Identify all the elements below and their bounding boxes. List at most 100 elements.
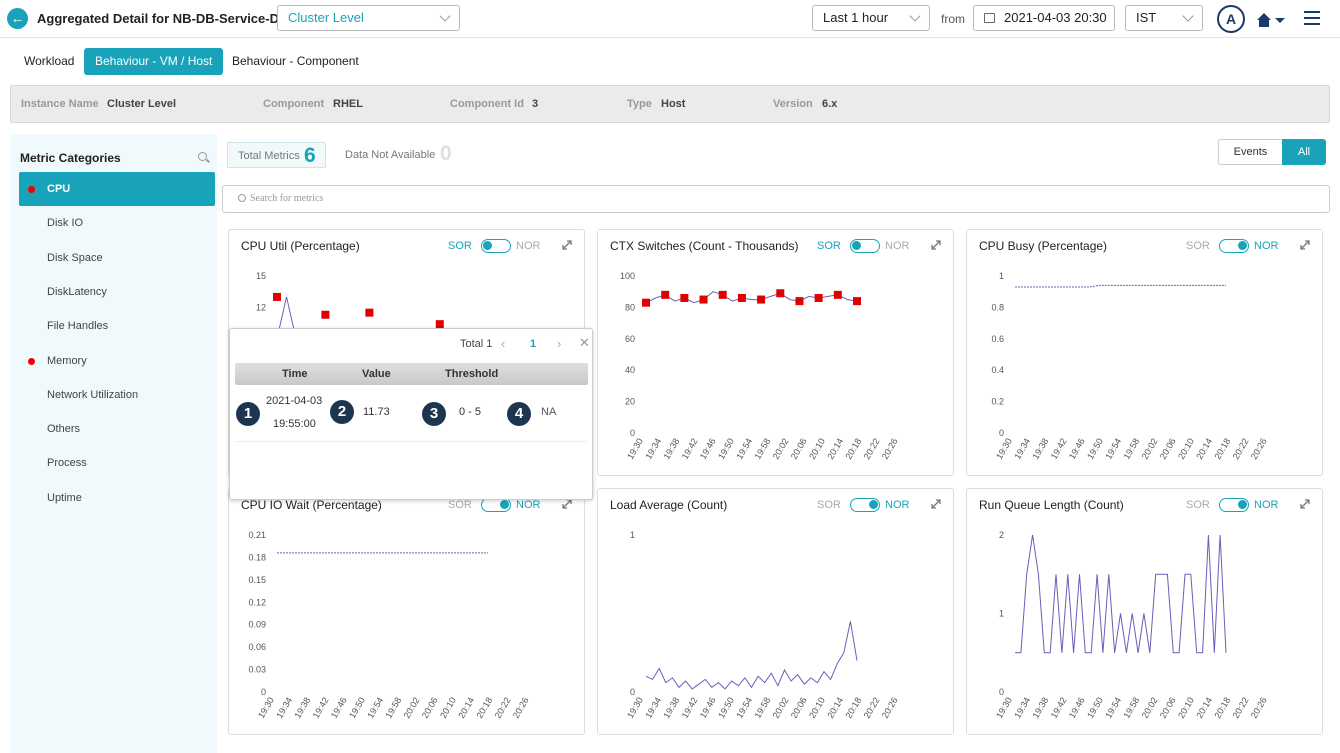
expand-icon[interactable] [562, 240, 572, 250]
y-tick-label: 0 [630, 687, 635, 697]
time-range-select[interactable]: Last 1 hour [812, 5, 930, 31]
x-tick-label: 19:54 [734, 695, 754, 720]
x-tick-label: 20:06 [789, 695, 809, 720]
sidebar-item-cpu[interactable]: CPU [19, 172, 215, 206]
x-tick-label: 20:14 [456, 695, 476, 720]
x-tick-label: 20:18 [843, 695, 863, 720]
sor-nor-toggle[interactable] [481, 498, 511, 512]
sidebar-item-disk-space[interactable]: Disk Space [19, 241, 215, 275]
back-arrow-icon[interactable]: ← [7, 8, 28, 29]
x-tick-label: 20:02 [1140, 695, 1160, 720]
threshold-breach-marker[interactable] [814, 293, 823, 302]
home-icon[interactable] [1256, 12, 1286, 28]
expand-icon[interactable] [1300, 240, 1310, 250]
threshold-breach-marker[interactable] [833, 290, 842, 299]
x-tick-label: 19:46 [698, 695, 718, 720]
popup-row-extra: NA [541, 406, 557, 418]
close-icon[interactable]: ✕ [579, 335, 590, 350]
x-tick-label: 20:22 [1231, 695, 1251, 720]
expand-icon[interactable] [931, 240, 941, 250]
sor-nor-toggle[interactable] [1219, 239, 1249, 253]
x-tick-label: 19:50 [347, 695, 367, 720]
level-select[interactable]: Cluster Level [277, 5, 460, 31]
threshold-breach-marker[interactable] [795, 297, 804, 306]
hamburger-menu-icon[interactable] [1304, 11, 1320, 25]
x-tick-label: 19:38 [292, 695, 312, 720]
threshold-breach-marker[interactable] [737, 293, 746, 302]
threshold-breach-marker[interactable] [273, 292, 281, 301]
sor-nor-toggle[interactable] [481, 239, 511, 253]
threshold-breach-marker[interactable] [699, 295, 708, 304]
x-tick-label: 20:18 [474, 695, 494, 720]
search-metrics-input[interactable]: Search for metrics [222, 185, 1330, 213]
sidebar-item-file-handles[interactable]: File Handles [19, 309, 215, 343]
x-tick-label: 20:10 [1176, 695, 1196, 720]
avatar[interactable]: A [1217, 5, 1245, 33]
expand-icon[interactable] [562, 499, 572, 509]
threshold-breach-marker[interactable] [435, 320, 444, 329]
threshold-breach-marker[interactable] [642, 298, 650, 307]
x-tick-label: 19:34 [643, 436, 663, 461]
sor-nor-toggle[interactable] [1219, 498, 1249, 512]
threshold-breach-marker[interactable] [365, 308, 374, 317]
threshold-breach-marker[interactable] [757, 295, 766, 304]
sidebar-item-uptime[interactable]: Uptime [19, 481, 215, 515]
threshold-breach-marker[interactable] [680, 293, 689, 302]
from-date-picker[interactable]: 2021-04-03 20:30 [973, 5, 1115, 31]
sidebar-item-disk-io[interactable]: Disk IO [19, 206, 215, 240]
next-page-icon[interactable]: › [557, 336, 562, 351]
sor-label: SOR [817, 499, 841, 511]
chart-title: CTX Switches (Count - Thousands) [610, 239, 799, 253]
sor-label: SOR [448, 499, 472, 511]
x-tick-label: 20:18 [1212, 436, 1232, 461]
sidebar-item-process[interactable]: Process [19, 446, 215, 480]
x-tick-label: 19:38 [661, 695, 681, 720]
total-metrics-badge: Total Metrics 6 [227, 142, 326, 168]
tab-behaviour-vm-host[interactable]: Behaviour - VM / Host [84, 48, 224, 75]
sor-label: SOR [1186, 499, 1210, 511]
prev-page-icon[interactable]: ‹ [501, 336, 506, 351]
all-filter-button[interactable]: All [1282, 139, 1326, 165]
tab-behaviour-component[interactable]: Behaviour - Component [232, 54, 359, 68]
sor-nor-toggle[interactable] [850, 498, 880, 512]
x-tick-label: 19:50 [1085, 436, 1105, 461]
x-tick-label: 19:42 [1049, 695, 1069, 720]
sidebar-item-memory[interactable]: Memory [19, 344, 215, 378]
x-tick-label: 20:18 [1212, 695, 1232, 720]
search-icon[interactable] [198, 152, 207, 161]
x-tick-label: 19:30 [256, 695, 276, 720]
tab-workload[interactable]: Workload [24, 54, 75, 68]
chart-plot: 10.80.60.40.2019:3019:3419:3819:4219:461… [991, 271, 1268, 461]
sidebar-item-network-utilization[interactable]: Network Utilization [19, 378, 215, 412]
x-tick-label: 20:06 [1158, 695, 1178, 720]
nor-label: NOR [516, 240, 541, 252]
timezone-select[interactable]: IST [1125, 5, 1203, 31]
threshold-breach-marker[interactable] [853, 297, 861, 306]
level-select-value: Cluster Level [288, 10, 364, 25]
x-tick-label: 19:42 [680, 695, 700, 720]
sidebar-item-label: Disk Space [47, 251, 103, 264]
chart-plot: 0.210.180.150.120.090.060.03019:3019:341… [248, 530, 530, 720]
threshold-breach-marker[interactable] [661, 290, 670, 299]
sor-nor-toggle[interactable] [850, 239, 880, 253]
sor-label: SOR [448, 240, 472, 252]
expand-icon[interactable] [1300, 499, 1310, 509]
sidebar-item-others[interactable]: Others [19, 412, 215, 446]
x-tick-label: 19:30 [994, 436, 1014, 461]
x-tick-label: 19:38 [661, 436, 681, 461]
threshold-breach-marker[interactable] [776, 289, 785, 298]
y-tick-label: 0 [261, 687, 266, 697]
x-tick-label: 19:42 [1049, 436, 1069, 461]
popup-page-number[interactable]: 1 [530, 338, 537, 350]
y-tick-label: 2 [999, 530, 1004, 540]
divider [235, 441, 588, 442]
col-time: Time [282, 368, 308, 380]
y-tick-label: 15 [256, 271, 266, 281]
threshold-breach-marker[interactable] [718, 290, 727, 299]
threshold-breach-marker[interactable] [321, 310, 330, 319]
expand-icon[interactable] [931, 499, 941, 509]
x-tick-label: 20:06 [420, 695, 440, 720]
events-filter-button[interactable]: Events [1218, 139, 1283, 165]
popup-table-header: Time Value Threshold [235, 363, 588, 385]
sidebar-item-disklatency[interactable]: DiskLatency [19, 275, 215, 309]
